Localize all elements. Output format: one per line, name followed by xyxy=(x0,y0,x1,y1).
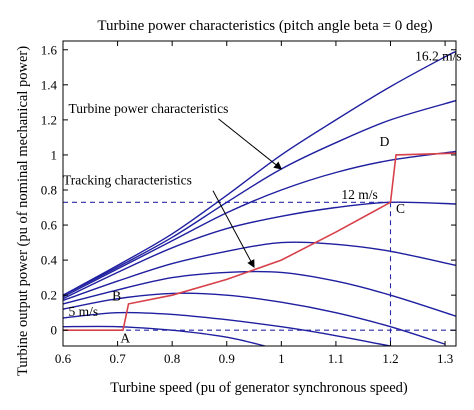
y-tick-label-3: 0.6 xyxy=(41,218,58,233)
turbine-curve-5 xyxy=(63,270,456,317)
label-B: B xyxy=(112,288,121,303)
label-5: 5 m/s xyxy=(68,304,98,319)
x-axis: 0.6 0.7 0.8 0.9 1 1.1 1.2 1.3 xyxy=(55,41,453,366)
tracking-characteristics-arrow xyxy=(212,190,255,269)
x-tick-label-2: 0.8 xyxy=(164,351,180,366)
y-tick-label-6: 1.2 xyxy=(41,112,57,127)
label-D: D xyxy=(380,134,390,149)
label-A: A xyxy=(120,330,130,345)
y-tick-label-2: 0.4 xyxy=(41,253,58,268)
tracking-curve xyxy=(63,152,456,331)
label-16-2: 16.2 m/s xyxy=(415,48,462,63)
turbine-curve-4 xyxy=(63,241,456,302)
turbine-curve-1 xyxy=(63,99,456,296)
turbine-curve-8 xyxy=(63,325,266,346)
x-tick-label-3: 0.9 xyxy=(219,351,235,366)
y-tick-label-1: 0.2 xyxy=(41,288,57,303)
turbine-curve-2 xyxy=(63,150,456,298)
x-axis-label: Turbine speed (pu of generator synchrono… xyxy=(110,380,408,396)
turbine-characteristics-arrow xyxy=(218,118,283,170)
chart-title: Turbine power characteristics (pitch ang… xyxy=(97,18,432,34)
y-axis: 0 0.2 0.4 0.6 0.8 1 1.2 1.4 1.6 xyxy=(41,42,456,338)
y-tick-label-8: 1.6 xyxy=(41,42,58,57)
y-tick-label-5: 1 xyxy=(51,147,58,162)
turbine-curve-3 xyxy=(63,201,456,300)
turbine-characteristics-label: Turbine power characteristics xyxy=(68,101,228,116)
turbine-curve-6 xyxy=(63,292,446,345)
y-tick-label-4: 0.8 xyxy=(41,182,57,197)
y-axis-label: Turbine output power (pu of nominal mech… xyxy=(15,46,31,376)
plot-frame xyxy=(62,40,457,347)
tracking-characteristics-label: Tracking characteristics xyxy=(63,173,192,188)
turbine-curve-7 xyxy=(63,311,391,346)
label-C: C xyxy=(396,201,405,216)
plot-series xyxy=(63,50,456,346)
turbine-curve-0 xyxy=(63,50,456,296)
x-tick-label-6: 1.2 xyxy=(382,351,398,366)
x-tick-label-1: 0.7 xyxy=(109,351,126,366)
y-tick-label-0: 0 xyxy=(51,323,58,338)
x-tick-label-5: 1.1 xyxy=(328,351,344,366)
x-tick-label-0: 0.6 xyxy=(55,351,72,366)
x-tick-label-7: 1.3 xyxy=(437,351,453,366)
plot-area: 16.2 m/s 12 m/s 5 m/s A B C D Turbine power cha… xyxy=(62,40,462,347)
y-tick-label-7: 1.4 xyxy=(41,77,58,92)
label-12: 12 m/s xyxy=(341,187,377,202)
x-tick-label-4: 1 xyxy=(278,351,285,366)
